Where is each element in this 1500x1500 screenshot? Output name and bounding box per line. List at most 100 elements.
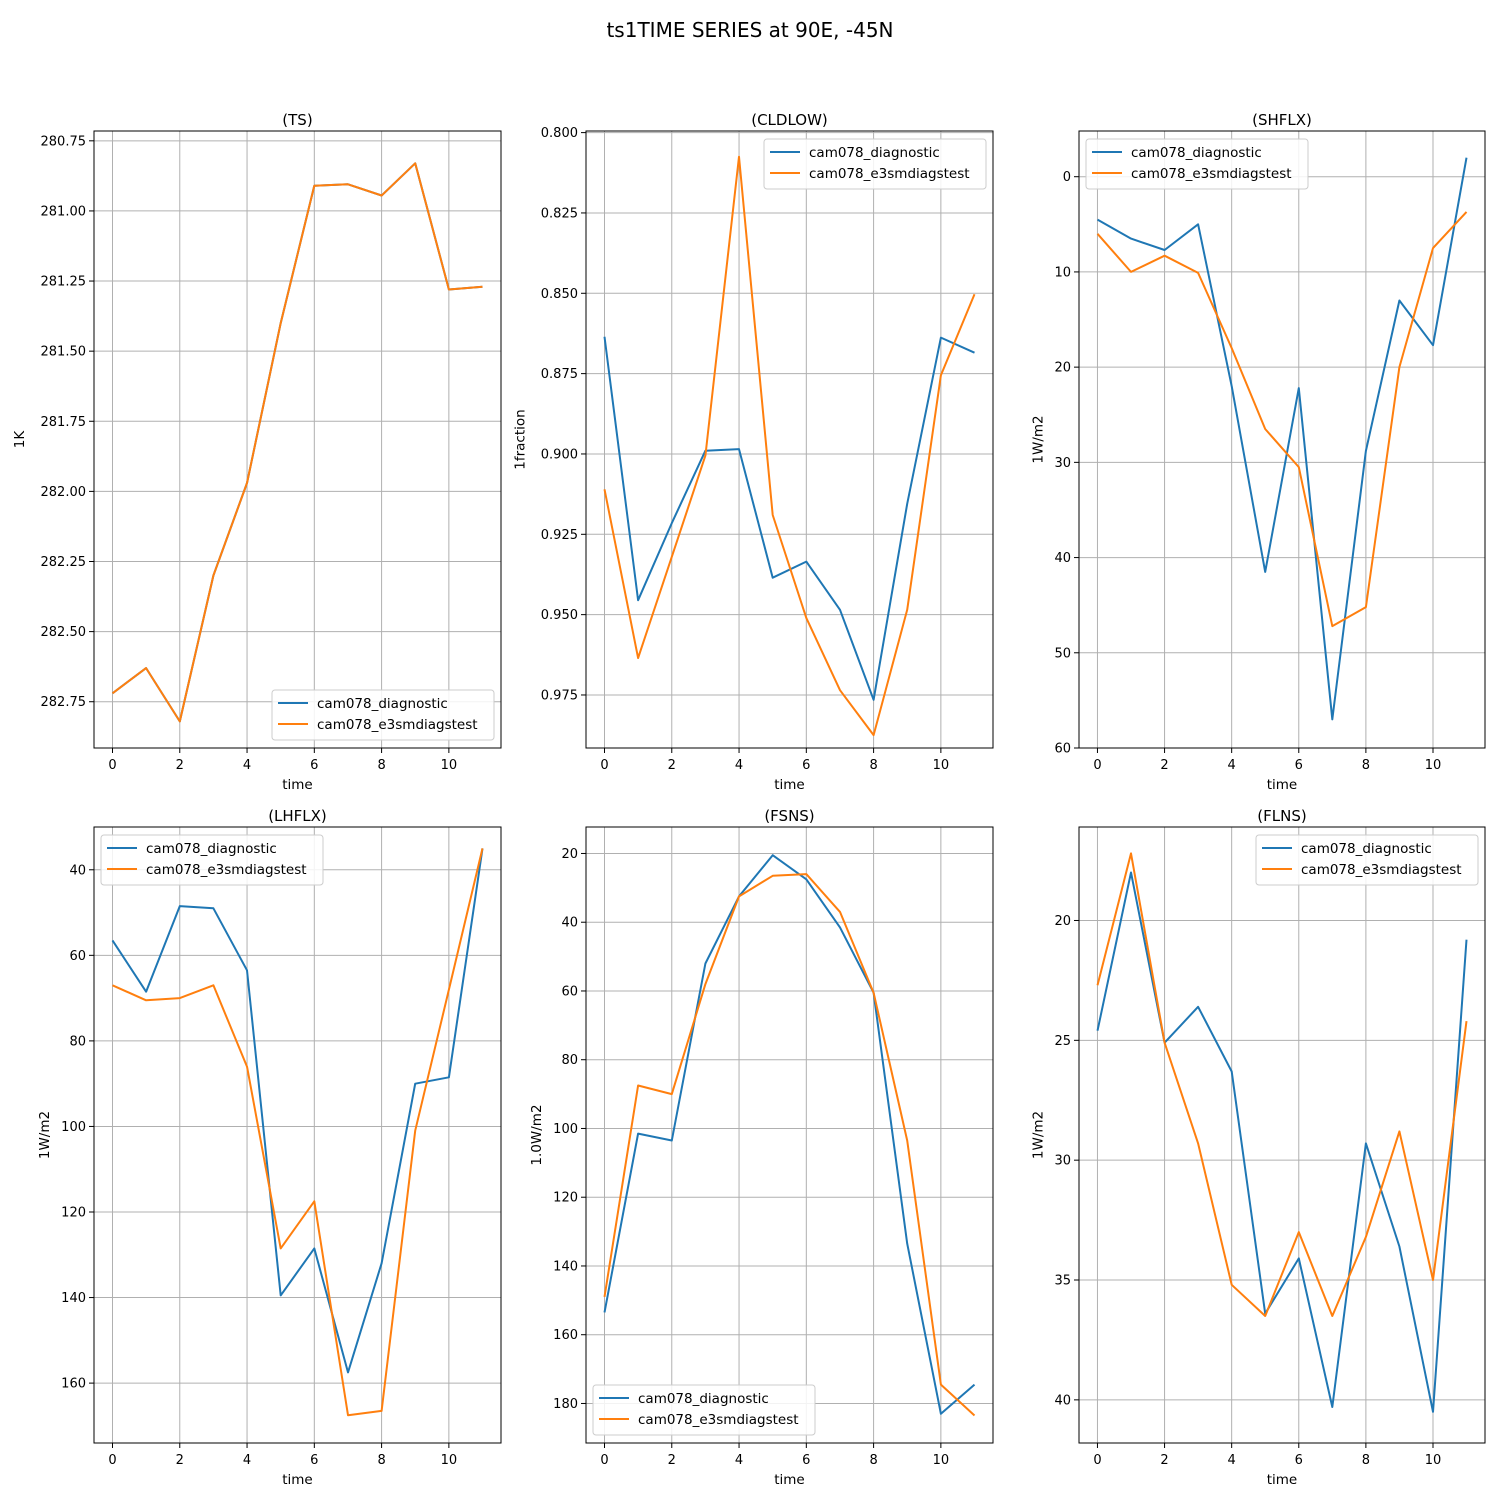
x-tick-label: 4	[735, 1453, 743, 1468]
legend-frame	[1085, 138, 1309, 190]
y-tick-label: 40	[1054, 1393, 1071, 1408]
y-tick-label: 60	[1054, 742, 1071, 757]
x-tick-label: 2	[176, 1453, 184, 1468]
axes-frame	[585, 130, 994, 749]
legend-label: cam078_e3smdiagstest	[146, 862, 307, 878]
y-tick-label: 80	[69, 1034, 86, 1049]
y-tick-label: 282.75	[41, 695, 87, 710]
x-tick-label: 8	[1362, 758, 1370, 773]
series-line-2	[603, 155, 976, 737]
x-tick-label: 2	[1160, 1453, 1168, 1468]
subplot-5: 0 2 4 6 8 10 20 40 60 80 100 120 140 160 180 (FSNS) time…	[529, 807, 994, 1488]
x-tick-label: 8	[377, 758, 385, 773]
y-tick-label: 25	[1054, 1034, 1071, 1049]
y-tick-label: 282.00	[41, 485, 87, 500]
legend-frame	[100, 834, 324, 886]
series-line-1	[111, 848, 484, 1374]
y-tick-label: 281.00	[41, 204, 87, 219]
y-tick-label: 281.75	[41, 415, 87, 430]
figure-suptitle: ts1TIME SERIES at 90E, -45N	[606, 18, 893, 42]
y-tick-label: 120	[61, 1206, 86, 1221]
y-tick-label: 281.50	[41, 345, 87, 360]
x-axis-label: time	[282, 777, 313, 793]
axes-frame	[585, 826, 994, 1444]
y-tick-label: 140	[61, 1291, 86, 1306]
y-tick-label: 0.800	[541, 126, 578, 141]
legend-label: cam078_diagnostic	[146, 841, 277, 857]
y-tick-label: 0.850	[541, 287, 578, 302]
y-tick-label: 0.950	[541, 608, 578, 623]
y-tick-label: 60	[561, 984, 578, 999]
series-line-2	[1096, 211, 1468, 628]
series-line-2	[603, 873, 976, 1417]
legend-label: cam078_diagnostic	[809, 145, 940, 161]
y-tick-label: 20	[561, 847, 578, 862]
y-tick-label: 0.825	[541, 206, 578, 221]
axes-frame	[93, 130, 502, 749]
x-tick-label: 8	[869, 1453, 877, 1468]
y-tick-label: 0.925	[541, 528, 578, 543]
x-tick-label: 10	[1425, 1453, 1442, 1468]
y-tick-label: 280.75	[41, 134, 87, 149]
y-tick-label: 281.25	[41, 275, 87, 290]
axes-frame	[1078, 130, 1486, 749]
x-tick-label: 6	[802, 758, 810, 773]
y-tick-label: 40	[561, 916, 578, 931]
subplot-title: (LHFLX)	[268, 807, 327, 825]
series-line-1	[603, 854, 976, 1415]
legend-frame	[763, 138, 987, 190]
axes-frame	[93, 826, 502, 1444]
subplot-4: 0 2 4 6 8 10 40 60 80 100 120 140 160 (LHFLX) time 1W/m…	[37, 807, 502, 1488]
legend-label: cam078_diagnostic	[317, 696, 448, 712]
subplot-2: 0 2 4 6 8 10 0.800 0.825 0.850 0.875 0.900 0.925 0.9…	[513, 111, 994, 793]
legend: cam078_diagnostic cam078_e3smdiagstest	[1085, 138, 1309, 190]
x-tick-label: 2	[1160, 758, 1168, 773]
x-tick-label: 0	[1093, 1453, 1101, 1468]
legend: cam078_diagnostic cam078_e3smdiagstest	[592, 1384, 816, 1436]
x-tick-label: 2	[668, 1453, 676, 1468]
y-tick-label: 0	[1063, 170, 1071, 185]
x-axis-label: time	[1267, 1472, 1298, 1488]
axes-frame	[1078, 826, 1486, 1444]
y-tick-label: 40	[69, 863, 86, 878]
x-tick-label: 0	[108, 1453, 116, 1468]
legend-label: cam078_e3smdiagstest	[638, 1412, 799, 1428]
x-tick-label: 4	[243, 758, 251, 773]
series-line-2	[1096, 852, 1468, 1317]
x-tick-label: 0	[600, 1453, 608, 1468]
x-tick-label: 6	[1295, 1453, 1303, 1468]
y-axis-label: 1W/m2	[1030, 415, 1046, 463]
legend: cam078_diagnostic cam078_e3smdiagstest	[1255, 834, 1479, 886]
x-tick-label: 10	[441, 1453, 458, 1468]
legend-frame	[271, 689, 495, 741]
legend-label: cam078_diagnostic	[1301, 841, 1432, 857]
legend-label: cam078_e3smdiagstest	[317, 717, 478, 733]
y-tick-label: 35	[1054, 1274, 1071, 1289]
y-tick-label: 10	[1054, 265, 1071, 280]
x-tick-label: 6	[310, 1453, 318, 1468]
x-tick-label: 8	[869, 758, 877, 773]
series-line-2	[111, 162, 483, 723]
y-tick-label: 180	[553, 1397, 578, 1412]
y-tick-label: 60	[69, 949, 86, 964]
x-tick-label: 6	[802, 1453, 810, 1468]
subplot-3: 0 2 4 6 8 10 0 10 20 30 40 50 60 (SHFLX) time 1W/m2 cam0…	[1030, 111, 1486, 793]
y-tick-label: 140	[553, 1259, 578, 1274]
y-tick-label: 0.875	[541, 367, 578, 382]
x-tick-label: 4	[243, 1453, 251, 1468]
x-tick-label: 0	[600, 758, 608, 773]
y-tick-label: 282.50	[41, 625, 87, 640]
x-tick-label: 4	[735, 758, 743, 773]
subplot-title: (CLDLOW)	[751, 111, 828, 129]
x-tick-label: 6	[1295, 758, 1303, 773]
y-axis-label: 1W/m2	[37, 1111, 53, 1159]
y-tick-label: 100	[553, 1122, 578, 1137]
x-axis-label: time	[282, 1472, 313, 1488]
subplot-title: (FSNS)	[764, 807, 814, 825]
legend: cam078_diagnostic cam078_e3smdiagstest	[271, 689, 495, 741]
x-tick-label: 10	[1425, 758, 1442, 773]
y-tick-label: 20	[1054, 914, 1071, 929]
x-axis-label: time	[774, 1472, 805, 1488]
